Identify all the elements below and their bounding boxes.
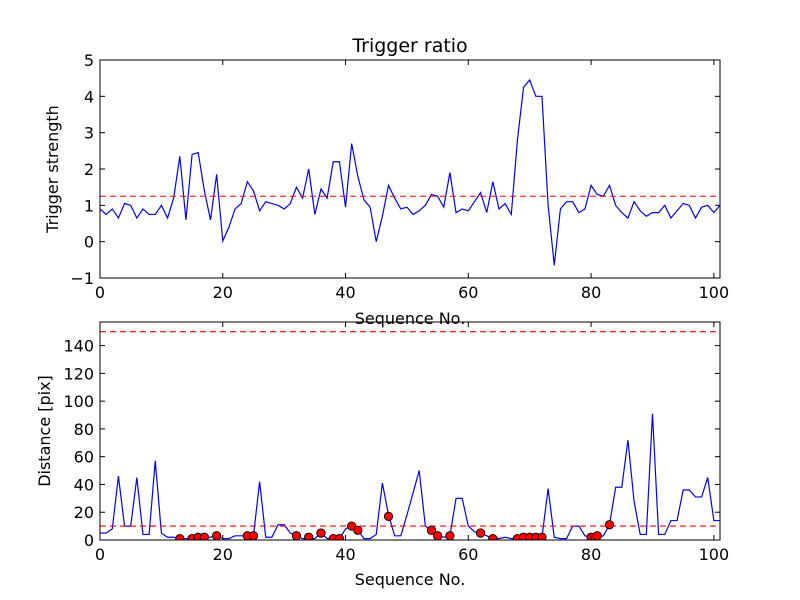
plot-area (100, 78, 720, 266)
plot-area (100, 331, 720, 540)
y-tick-label: 100 (63, 392, 94, 411)
y-tick-label: 4 (84, 87, 94, 106)
x-tick-label: 0 (95, 283, 105, 302)
data-point (175, 533, 185, 540)
y-tick-label: 5 (84, 51, 94, 70)
x-tick-label: 100 (699, 545, 730, 564)
chart-title: Trigger ratio (351, 35, 467, 57)
data-point (475, 528, 486, 538)
x-axis-label: Sequence No. (355, 309, 466, 328)
data-point (445, 531, 455, 540)
y-axis-label: Trigger strength (43, 105, 62, 234)
data-point (604, 520, 615, 530)
data-point (291, 531, 302, 540)
series-line (100, 78, 720, 266)
axes-frame (99, 321, 721, 541)
y-tick-label: 3 (84, 124, 94, 143)
y-axis-label: Distance [pix] (35, 375, 54, 487)
data-point (334, 533, 345, 540)
y-tick-label: 0 (84, 233, 94, 252)
x-tick-label: 0 (95, 545, 105, 564)
y-tick-label: 20 (74, 503, 94, 522)
data-point (316, 528, 326, 538)
data-point (432, 531, 443, 540)
data-point (592, 531, 602, 540)
x-tick-label: 20 (213, 283, 233, 302)
x-tick-label: 80 (581, 283, 601, 302)
x-tick-label: 100 (699, 283, 730, 302)
data-point (488, 533, 498, 540)
data-point (248, 531, 259, 540)
y-tick-label: −1 (70, 269, 94, 288)
data-point (353, 525, 363, 535)
y-tick-label: 40 (74, 475, 94, 494)
x-axis-label: Sequence No. (355, 570, 466, 589)
y-tick-label: 2 (84, 160, 94, 179)
x-tick-label: 60 (458, 283, 478, 302)
y-tick-label: 80 (74, 420, 94, 439)
x-tick-label: 20 (213, 545, 233, 564)
x-tick-label: 40 (335, 545, 355, 564)
x-tick-label: 60 (458, 545, 478, 564)
y-tick-label: 0 (84, 531, 94, 550)
data-point (199, 532, 210, 540)
data-point (383, 511, 394, 522)
y-tick-label: 60 (74, 448, 94, 467)
data-point (304, 532, 314, 540)
x-tick-label: 80 (581, 545, 601, 564)
y-tick-label: 1 (84, 196, 94, 215)
data-point (211, 531, 222, 540)
data-point (426, 525, 437, 535)
y-tick-label: 140 (63, 337, 94, 356)
data-point (537, 532, 547, 540)
y-tick-label: 120 (63, 364, 94, 383)
bottom-chart: 0 20 40 60 80 100 0 20 40 60 80 100 120 140 Sequence N… (35, 321, 730, 589)
x-tick-label: 40 (335, 283, 355, 302)
